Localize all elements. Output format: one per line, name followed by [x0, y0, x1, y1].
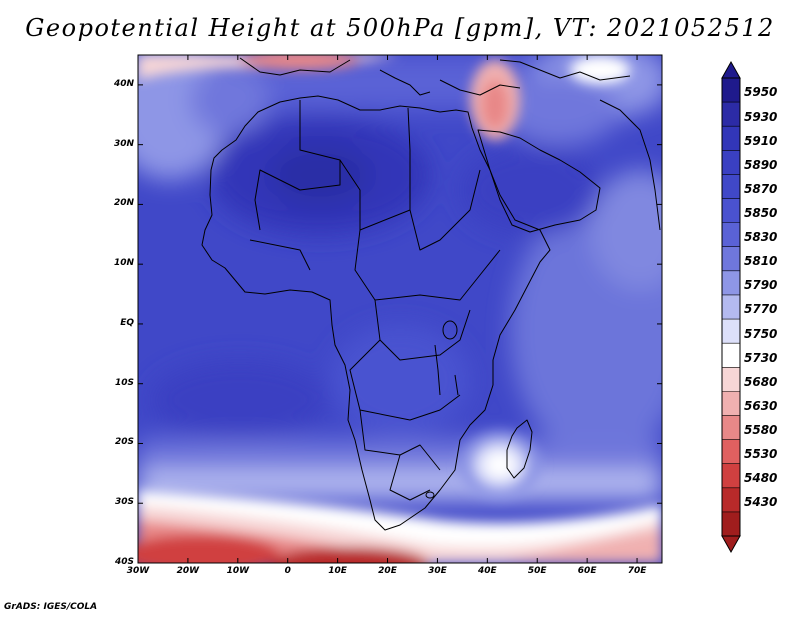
lon-label: 40E — [477, 566, 497, 576]
colorbar-swatch — [722, 511, 740, 537]
colorbar-label: 5580 — [744, 422, 778, 437]
colorbar-swatch — [722, 319, 740, 344]
lat-label: 30N — [113, 138, 134, 149]
colorbar-label: 5790 — [744, 278, 778, 293]
arabia-coastline — [477, 129, 601, 233]
colorbar-label: 5830 — [744, 230, 778, 245]
colorbar-swatch — [722, 174, 740, 200]
lon-label: 0 — [284, 566, 291, 576]
colorbar-swatch — [722, 222, 740, 248]
colorbar-swatch — [722, 150, 740, 175]
colorbar-swatch — [722, 78, 740, 103]
grads-credit: GrADS: IGES/COLA — [4, 602, 98, 612]
colorbar-swatch — [722, 294, 740, 320]
colorbar-label: 5530 — [744, 447, 778, 462]
colorbar-label: 5770 — [744, 302, 778, 317]
colorbar-swatch — [722, 246, 740, 272]
lat-label: 10S — [114, 377, 134, 388]
lon-label: 20W — [176, 566, 200, 576]
colorbar-swatch — [722, 391, 740, 416]
colorbar-swatch — [722, 198, 740, 224]
colorbar-swatch — [722, 102, 740, 127]
colorbar-swatch — [722, 439, 740, 465]
colorbar-swatch — [722, 270, 740, 296]
lat-label: 10N — [113, 258, 134, 269]
colorbar-swatch — [722, 343, 740, 368]
coastlines — [201, 57, 661, 531]
colorbar-label: 5750 — [744, 326, 778, 341]
colorbar-label: 5730 — [744, 350, 778, 365]
lat-label: 20N — [113, 198, 134, 209]
colorbar-top-arrow — [721, 60, 741, 79]
lon-label: 30W — [126, 566, 150, 576]
geopotential-height-field — [138, 55, 662, 563]
map-title: Geopotential Height at 500hPa [gpm], VT:… — [25, 14, 775, 42]
colorbar-label: 5910 — [744, 133, 778, 148]
lat-label: 40S — [114, 557, 134, 567]
colorbar-label: 5810 — [744, 254, 778, 269]
colorbar-swatch — [722, 367, 740, 392]
lon-label: 60E — [577, 566, 597, 576]
lon-label: 10E — [328, 566, 347, 576]
colorbar-label: 5930 — [744, 109, 778, 124]
lat-label: EQ — [120, 317, 134, 328]
colorbar-label: 5430 — [744, 495, 778, 510]
colorbar-label: 5950 — [744, 85, 778, 100]
madagascar-coastline — [506, 419, 533, 479]
colorbar-swatch — [722, 415, 740, 441]
lon-label: 50E — [527, 566, 547, 576]
africa-coastline — [201, 95, 551, 531]
map-frame — [137, 54, 663, 564]
colorbar-label: 5870 — [744, 181, 778, 196]
colorbar-label: 5890 — [744, 157, 778, 172]
lon-label: 30E — [428, 566, 447, 576]
colorbar-swatch — [722, 126, 740, 151]
lat-label: 30S — [114, 497, 134, 508]
colorbar — [721, 60, 741, 554]
lon-label: 10W — [226, 566, 250, 576]
lat-label: 40N — [113, 78, 134, 89]
lon-label: 70E — [627, 566, 647, 576]
lat-label: 20S — [114, 437, 134, 448]
colorbar-swatch — [722, 463, 740, 489]
colorbar-label: 5630 — [744, 398, 778, 413]
colorbar-swatch — [722, 487, 740, 513]
colorbar-label: 5850 — [744, 205, 778, 220]
colorbar-label: 5680 — [744, 374, 778, 389]
lon-label: 20E — [378, 566, 397, 576]
colorbar-label: 5480 — [744, 471, 778, 486]
axis-ticks — [137, 55, 662, 564]
colorbar-bottom-arrow — [721, 535, 741, 554]
